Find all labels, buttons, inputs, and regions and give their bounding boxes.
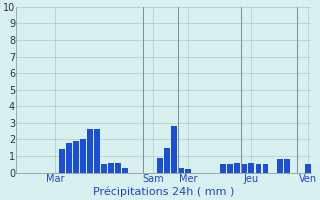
Bar (59, 149, 65, 173)
Bar (101, 164, 107, 173)
Bar (305, 164, 311, 173)
Bar (220, 164, 226, 173)
Bar (242, 164, 247, 173)
X-axis label: Précipitations 24h ( mm ): Précipitations 24h ( mm ) (93, 187, 235, 197)
Bar (249, 163, 254, 173)
Bar (171, 126, 177, 173)
Bar (157, 158, 163, 173)
Bar (73, 141, 79, 173)
Bar (108, 163, 114, 173)
Bar (122, 168, 128, 173)
Bar (262, 164, 268, 173)
Bar (94, 129, 100, 173)
Bar (255, 164, 261, 173)
Bar (66, 143, 72, 173)
Bar (164, 148, 170, 173)
Bar (115, 163, 121, 173)
Bar (178, 168, 184, 173)
Bar (228, 164, 233, 173)
Bar (185, 169, 191, 173)
Bar (284, 159, 290, 173)
Bar (235, 163, 240, 173)
Bar (87, 129, 93, 173)
Bar (80, 139, 86, 173)
Bar (276, 159, 283, 173)
